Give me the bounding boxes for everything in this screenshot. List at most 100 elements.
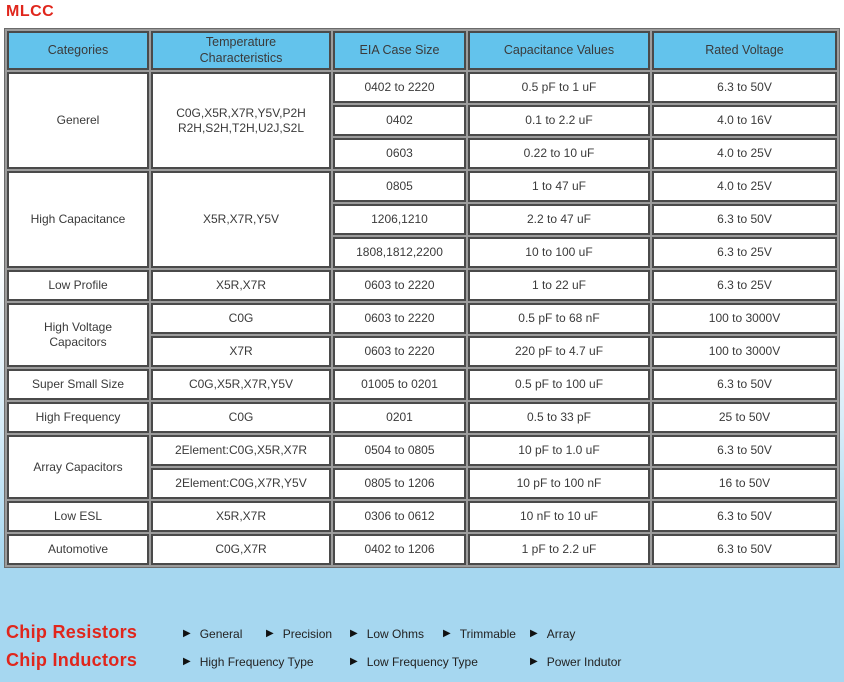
cap-cell: 10 to 100 uF [468, 237, 650, 269]
table-row: Low Profile X5R,X7R 0603 to 2220 1 to 22… [7, 270, 837, 302]
header-capacitance-values: Capacitance Values [468, 31, 650, 71]
volt-cell: 6.3 to 50V [652, 72, 837, 104]
cap-cell: 1 to 47 uF [468, 171, 650, 203]
temp-cell: C0G [151, 402, 331, 434]
case-cell: 0805 to 1206 [333, 468, 466, 500]
volt-cell: 100 to 3000V [652, 303, 837, 335]
case-cell: 0402 to 2220 [333, 72, 466, 104]
volt-cell: 6.3 to 50V [652, 369, 837, 401]
temp-cell: X7R [151, 336, 331, 368]
case-cell: 1206,1210 [333, 204, 466, 236]
volt-cell: 16 to 50V [652, 468, 837, 500]
case-cell: 0402 to 1206 [333, 534, 466, 566]
volt-cell: 6.3 to 50V [652, 534, 837, 566]
cap-cell: 2.2 to 47 uF [468, 204, 650, 236]
category-cell: Array Capacitors [7, 435, 149, 500]
arrow-bullet-icon: ▶ [350, 628, 358, 639]
inductor-item-high-frequency-type[interactable]: ▶ High Frequency Type [183, 655, 314, 669]
cap-cell: 0.5 pF to 68 nF [468, 303, 650, 335]
cap-cell: 1 to 22 uF [468, 270, 650, 302]
arrow-bullet-icon: ▶ [266, 628, 274, 639]
temp-cell: X5R,X7R,Y5V [151, 171, 331, 269]
volt-cell: 6.3 to 25V [652, 270, 837, 302]
cap-cell: 0.5 pF to 1 uF [468, 72, 650, 104]
resistor-item-trimmable[interactable]: ▶ Trimmable [443, 627, 516, 641]
cap-cell: 0.1 to 2.2 uF [468, 105, 650, 137]
arrow-bullet-icon: ▶ [183, 628, 191, 639]
inductor-item-power-indutor[interactable]: ▶ Power Indutor [530, 655, 621, 669]
category-cell: Super Small Size [7, 369, 149, 401]
volt-cell: 6.3 to 50V [652, 204, 837, 236]
temp-cell: C0G,X5R,X7R,Y5V [151, 369, 331, 401]
temp-cell: X5R,X7R [151, 270, 331, 302]
table-row: Super Small Size C0G,X5R,X7R,Y5V 01005 t… [7, 369, 837, 401]
table-row: 2Element:C0G,X7R,Y5V 0805 to 1206 10 pF … [7, 468, 837, 500]
legend-item-label: Low Frequency Type [366, 655, 478, 669]
table-row: High Voltage Capacitors C0G 0603 to 2220… [7, 303, 837, 368]
chip-inductors-title: Chip Inductors [6, 650, 138, 670]
temp-cell: C0G [151, 303, 331, 335]
cap-cell: 0.5 to 33 pF [468, 402, 650, 434]
category-cell: Generel [7, 72, 149, 170]
chip-resistors-title: Chip Resistors [6, 622, 138, 642]
temp-cell: C0G,X5R,X7R,Y5V,P2H R2H,S2H,T2H,U2J,S2L [151, 72, 331, 170]
resistor-item-precision[interactable]: ▶ Precision [266, 627, 332, 641]
case-cell: 0603 to 2220 [333, 303, 466, 335]
case-cell: 0603 to 2220 [333, 270, 466, 302]
temp-cell: C0G,X7R [151, 534, 331, 566]
inductor-item-low-frequency-type[interactable]: ▶ Low Frequency Type [350, 655, 478, 669]
temp-cell: X5R,X7R [151, 501, 331, 533]
temp-cell: 2Element:C0G,X5R,X7R [151, 435, 331, 467]
category-cell: High Capacitance [7, 171, 149, 269]
temp-cell: 2Element:C0G,X7R,Y5V [151, 468, 331, 500]
case-cell: 0805 [333, 171, 466, 203]
header-rated-voltage: Rated Voltage [652, 31, 837, 71]
legend-item-label: General [199, 627, 243, 641]
mlcc-table: Categories Temperature Characteristics E… [4, 28, 840, 569]
case-cell: 01005 to 0201 [333, 369, 466, 401]
resistor-item-low-ohms[interactable]: ▶ Low Ohms [350, 627, 424, 641]
table-row: X7R 0603 to 2220 220 pF to 4.7 uF 100 to… [7, 336, 837, 368]
arrow-bullet-icon: ▶ [443, 628, 451, 639]
table-row: Generel C0G,X5R,X7R,Y5V,P2H R2H,S2H,T2H,… [7, 72, 837, 170]
arrow-bullet-icon: ▶ [350, 656, 358, 667]
table-row: Array Capacitors 2Element:C0G,X5R,X7R 05… [7, 435, 837, 500]
legend-item-label: Low Ohms [366, 627, 425, 641]
lineup-legend: Chip Resistors ▶ General ▶ Precision ▶ L… [0, 616, 844, 682]
volt-cell: 4.0 to 16V [652, 105, 837, 137]
cap-cell: 0.5 pF to 100 uF [468, 369, 650, 401]
volt-cell: 4.0 to 25V [652, 138, 837, 170]
table-row: 1206,1210 2.2 to 47 uF 6.3 to 50V [7, 204, 837, 236]
cap-cell: 10 pF to 100 nF [468, 468, 650, 500]
resistor-item-array[interactable]: ▶ Array [530, 627, 575, 641]
case-cell: 0603 to 2220 [333, 336, 466, 368]
legend-item-label: Power Indutor [546, 655, 622, 669]
volt-cell: 25 to 50V [652, 402, 837, 434]
table-row: 1808,1812,2200 10 to 100 uF 6.3 to 25V [7, 237, 837, 269]
case-cell: 0504 to 0805 [333, 435, 466, 467]
category-cell: High Frequency [7, 402, 149, 434]
volt-cell: 100 to 3000V [652, 336, 837, 368]
table-row: 0402 0.1 to 2.2 uF 4.0 to 16V [7, 105, 837, 137]
category-cell: Low Profile [7, 270, 149, 302]
volt-cell: 6.3 to 50V [652, 501, 837, 533]
table-row: Low ESL X5R,X7R 0306 to 0612 10 nF to 10… [7, 501, 837, 533]
table-row: High Capacitance X5R,X7R,Y5V 0805 1 to 4… [7, 171, 837, 269]
volt-cell: 6.3 to 50V [652, 435, 837, 467]
case-cell: 0201 [333, 402, 466, 434]
legend-item-label: High Frequency Type [199, 655, 314, 669]
legend-item-label: Array [546, 627, 576, 641]
arrow-bullet-icon: ▶ [530, 628, 538, 639]
category-cell: Low ESL [7, 501, 149, 533]
case-cell: 1808,1812,2200 [333, 237, 466, 269]
category-cell: High Voltage Capacitors [7, 303, 149, 368]
header-categories: Categories [7, 31, 149, 71]
arrow-bullet-icon: ▶ [183, 656, 191, 667]
table-row: Automotive C0G,X7R 0402 to 1206 1 pF to … [7, 534, 837, 566]
page-title: MLCC [6, 3, 55, 20]
table-row: High Frequency C0G 0201 0.5 to 33 pF 25 … [7, 402, 837, 434]
volt-cell: 4.0 to 25V [652, 171, 837, 203]
header-row: Categories Temperature Characteristics E… [7, 31, 837, 71]
resistor-item-general[interactable]: ▶ General [183, 627, 242, 641]
case-cell: 0603 [333, 138, 466, 170]
